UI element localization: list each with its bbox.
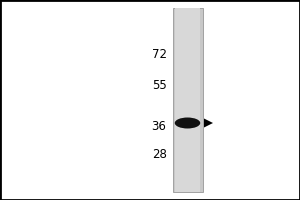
Text: 55: 55 [152,79,167,92]
Bar [172,8,203,192]
Bar [175,8,200,192]
Text: 36: 36 [152,120,166,134]
Text: 293: 293 [175,0,200,4]
Polygon shape [204,118,213,128]
Text: 72: 72 [152,47,166,60]
Text: 28: 28 [152,148,166,160]
Ellipse shape [175,117,200,129]
